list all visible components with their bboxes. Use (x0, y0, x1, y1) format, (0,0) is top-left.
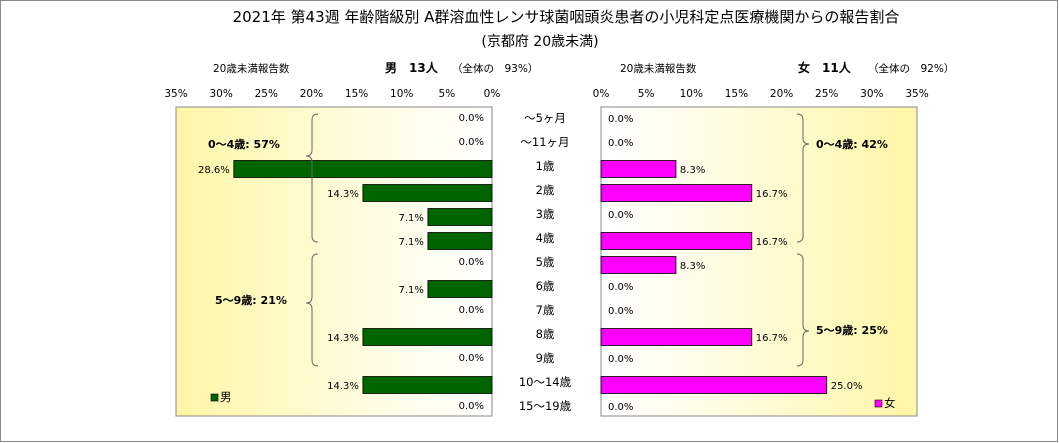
male-brace-5-9 (305, 253, 319, 367)
female-data-label: 0.0% (608, 282, 633, 293)
category-label: 4歳 (536, 231, 555, 245)
female-data-label: 25.0% (831, 381, 863, 392)
male-bar (427, 232, 493, 250)
category-label: ～11ヶ月 (520, 135, 569, 149)
chart-subtitle: (京都府 20歳未満) (481, 34, 598, 50)
female-data-label: 8.3% (680, 165, 705, 176)
male-plot-area (175, 106, 493, 417)
female-bar (600, 184, 753, 202)
male-tick-label: 35% (164, 88, 187, 100)
male-data-label: 14.3% (327, 381, 359, 392)
female-tick-label: 0% (593, 88, 610, 100)
category-label: 3歳 (536, 207, 555, 221)
male-tick-label: 20% (300, 88, 323, 100)
female-header-caption: 20歳未満報告数 (620, 62, 697, 75)
female-data-label: 16.7% (756, 237, 788, 248)
male-data-label: 14.3% (327, 189, 359, 200)
male-group-0-4: 0～4歳: 57% (208, 137, 280, 151)
category-label: 6歳 (536, 279, 555, 293)
category-label: 5歳 (536, 255, 555, 269)
category-label: 10～14歳 (519, 375, 572, 389)
male-data-label: 0.0% (459, 257, 484, 268)
category-label: 1歳 (536, 159, 555, 173)
male-bar (362, 184, 493, 202)
female-data-label: 0.0% (608, 138, 633, 149)
female-tick-label: 30% (860, 88, 883, 100)
female-bars: 0.0% 0.0% 8.3% 16.7% 0.0% 16.7% 8.3% 0.0% 0.0% 16… (600, 114, 863, 413)
female-brace-5-9 (796, 253, 810, 367)
female-group-5-9: 5～9歳: 25% (816, 323, 888, 337)
male-header-share: （全体の 93%） (452, 62, 538, 75)
female-bar (600, 160, 677, 178)
female-bar (600, 328, 753, 346)
male-tick-label: 25% (255, 88, 278, 100)
male-axis-ticks: 0% 5% 10% 15% 20% 25% 30% 35% (164, 88, 500, 100)
female-axis-ticks: 0% 5% 10% 15% 20% 25% 30% 35% (593, 88, 929, 100)
male-data-label: 0.0% (459, 113, 484, 124)
female-tick-label: 15% (725, 88, 748, 100)
female-header-count: 女 11人 (798, 60, 852, 75)
female-tick-label: 5% (638, 88, 655, 100)
female-data-label: 0.0% (608, 306, 633, 317)
category-label: ～5ヶ月 (524, 111, 566, 125)
category-label: 8歳 (536, 327, 555, 341)
female-tick-label: 25% (815, 88, 838, 100)
male-data-label: 0.0% (459, 137, 484, 148)
male-bar (427, 280, 493, 298)
male-data-label: 14.3% (327, 333, 359, 344)
category-label: 15～19歳 (519, 399, 572, 413)
male-tick-label: 30% (209, 88, 232, 100)
female-data-label: 0.0% (608, 354, 633, 365)
male-data-label: 0.0% (459, 305, 484, 316)
male-data-label: 7.1% (398, 237, 423, 248)
male-bar (362, 376, 493, 394)
female-brace-0-4 (796, 113, 810, 243)
male-bars: 0.0% 0.0% 28.6% 14.3% 7.1% 7.1% 0.0% 7.1% 0.0% 14… (198, 113, 493, 412)
age-categories: ～5ヶ月 ～11ヶ月 1歳 2歳 3歳 4歳 5歳 6歳 7歳 8歳 9歳 10～14歳 15～19歳 (519, 111, 572, 413)
female-bar (600, 232, 753, 250)
female-data-label: 0.0% (608, 210, 633, 221)
male-data-label: 28.6% (198, 165, 230, 176)
male-header-caption: 20歳未満報告数 (213, 62, 290, 75)
male-group-5-9: 5～9歳: 21% (215, 293, 287, 307)
female-group-0-4: 0～4歳: 42% (816, 137, 888, 151)
male-bar (362, 328, 493, 346)
female-data-label: 0.0% (608, 402, 633, 413)
female-data-label: 0.0% (608, 114, 633, 125)
female-data-label: 16.7% (756, 333, 788, 344)
female-data-label: 8.3% (680, 261, 705, 272)
male-legend-swatch (210, 393, 219, 402)
female-data-label: 16.7% (756, 189, 788, 200)
male-tick-label: 5% (439, 88, 456, 100)
chart-title: 2021年 第43週 年齢階級別 A群溶血性レンサ球菌咽頭炎患者の小児科定点医療… (233, 8, 900, 26)
male-bar (233, 160, 493, 178)
category-label: 9歳 (536, 351, 555, 365)
male-data-label: 0.0% (459, 401, 484, 412)
male-data-label: 7.1% (398, 285, 423, 296)
male-tick-label: 15% (345, 88, 368, 100)
category-label: 2歳 (536, 183, 555, 197)
male-legend-label: 男 (220, 390, 232, 404)
male-tick-label: 10% (390, 88, 413, 100)
female-bar (600, 376, 828, 394)
male-tick-label: 0% (484, 88, 501, 100)
male-header-count: 男 13人 (385, 60, 439, 75)
female-legend-swatch (874, 399, 883, 408)
male-bar (427, 208, 493, 226)
female-tick-label: 35% (905, 88, 928, 100)
male-brace-0-4 (305, 113, 319, 243)
male-data-label: 0.0% (459, 353, 484, 364)
female-tick-label: 10% (680, 88, 703, 100)
female-tick-label: 20% (770, 88, 793, 100)
category-label: 7歳 (536, 303, 555, 317)
female-legend-label: 女 (884, 396, 896, 410)
female-bar (600, 256, 677, 274)
male-data-label: 7.1% (398, 213, 423, 224)
female-header-share: （全体の 92%） (868, 62, 954, 75)
